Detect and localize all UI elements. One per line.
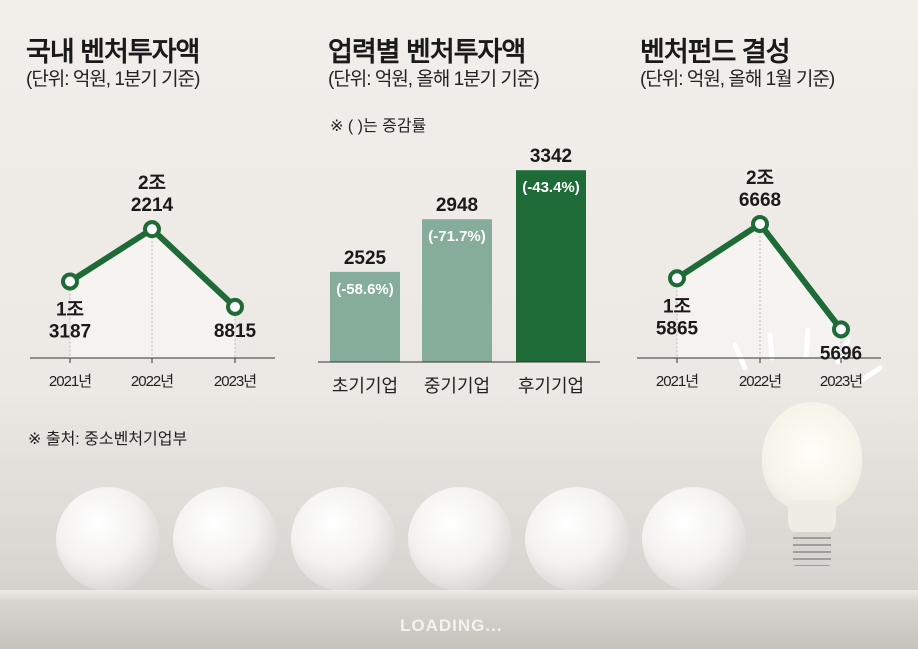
chart1-point bbox=[226, 297, 244, 316]
chart1-title: 국내 벤처투자액 bbox=[26, 37, 200, 67]
bar-category-label: 초기기업 bbox=[332, 376, 398, 396]
decorative-ball bbox=[56, 487, 160, 591]
bar-value-label: 2525 bbox=[344, 248, 387, 269]
decorative-ball bbox=[525, 487, 629, 591]
chart1-point bbox=[143, 220, 161, 239]
chart1-point bbox=[61, 272, 79, 291]
light-ray bbox=[732, 342, 748, 371]
light-ray bbox=[803, 327, 811, 359]
chart2-title: 업력별 벤처투자액 bbox=[328, 37, 526, 67]
chart1-data-label: 2조 bbox=[138, 173, 166, 194]
chart3-data-label: 5865 bbox=[656, 318, 699, 339]
chart3-subtitle: (단위: 억원, 올해 1월 기준) bbox=[640, 69, 835, 90]
chart1-tick-label: 2023년 bbox=[214, 373, 256, 390]
bar-change-label: (-71.7%) bbox=[428, 228, 486, 245]
decorative-ball bbox=[408, 487, 512, 591]
chart1-subtitle: (단위: 억원, 1분기 기준) bbox=[26, 69, 200, 90]
chart1-data-label: 3187 bbox=[49, 322, 91, 343]
chart2-note: ※ ( )는 증감률 bbox=[330, 118, 427, 135]
chart1-data-label: 8815 bbox=[214, 321, 257, 342]
chart2-subtitle: (단위: 억원, 올해 1분기 기준) bbox=[328, 69, 540, 90]
lightbulb-neck bbox=[788, 500, 836, 534]
chart3-area bbox=[677, 223, 841, 358]
chart3-point bbox=[668, 269, 686, 288]
shelf bbox=[0, 590, 918, 649]
chart1-tick-label: 2022년 bbox=[131, 373, 173, 390]
chart3-data-label: 6668 bbox=[739, 190, 781, 211]
bar-1 bbox=[330, 271, 400, 362]
chart1-tick-label: 2021년 bbox=[49, 373, 91, 390]
bar-value-label: 3342 bbox=[530, 146, 572, 167]
chart3-data-label: 5696 bbox=[820, 343, 862, 364]
chart1-data-label: 2214 bbox=[131, 195, 174, 216]
bar-change-label: (-43.4%) bbox=[522, 179, 580, 196]
bar-category-label: 후기기업 bbox=[518, 376, 584, 396]
bar-category-label: 중기기업 bbox=[424, 376, 490, 396]
chart3-point bbox=[751, 214, 769, 233]
chart3-tick-label: 2023년 bbox=[820, 373, 862, 390]
lightbulb-base bbox=[793, 532, 831, 566]
chart3-tick-label: 2022년 bbox=[739, 373, 781, 390]
chart1-data-label: 1조 bbox=[56, 300, 84, 321]
bar-2 bbox=[422, 219, 492, 362]
decorative-ball bbox=[291, 487, 395, 591]
chart3-data-label: 2조 bbox=[746, 168, 774, 189]
loading-text: LOADING... bbox=[400, 616, 503, 635]
decorative-ball bbox=[642, 487, 746, 591]
chart3-data-label: 1조 bbox=[663, 296, 691, 317]
decorative-ball bbox=[173, 487, 277, 591]
chart3-tick-label: 2021년 bbox=[656, 373, 698, 390]
light-ray bbox=[767, 332, 775, 361]
lightbulb-icon bbox=[762, 402, 862, 512]
bar-value-label: 2948 bbox=[436, 195, 478, 216]
source-note: ※ 출처: 중소벤처기업부 bbox=[28, 431, 188, 448]
bar-3 bbox=[516, 170, 586, 362]
chart3-point bbox=[832, 320, 850, 339]
light-ray bbox=[859, 365, 883, 383]
bar-change-label: (-58.6%) bbox=[336, 281, 394, 298]
chart3-title: 벤처펀드 결성 bbox=[640, 37, 791, 67]
